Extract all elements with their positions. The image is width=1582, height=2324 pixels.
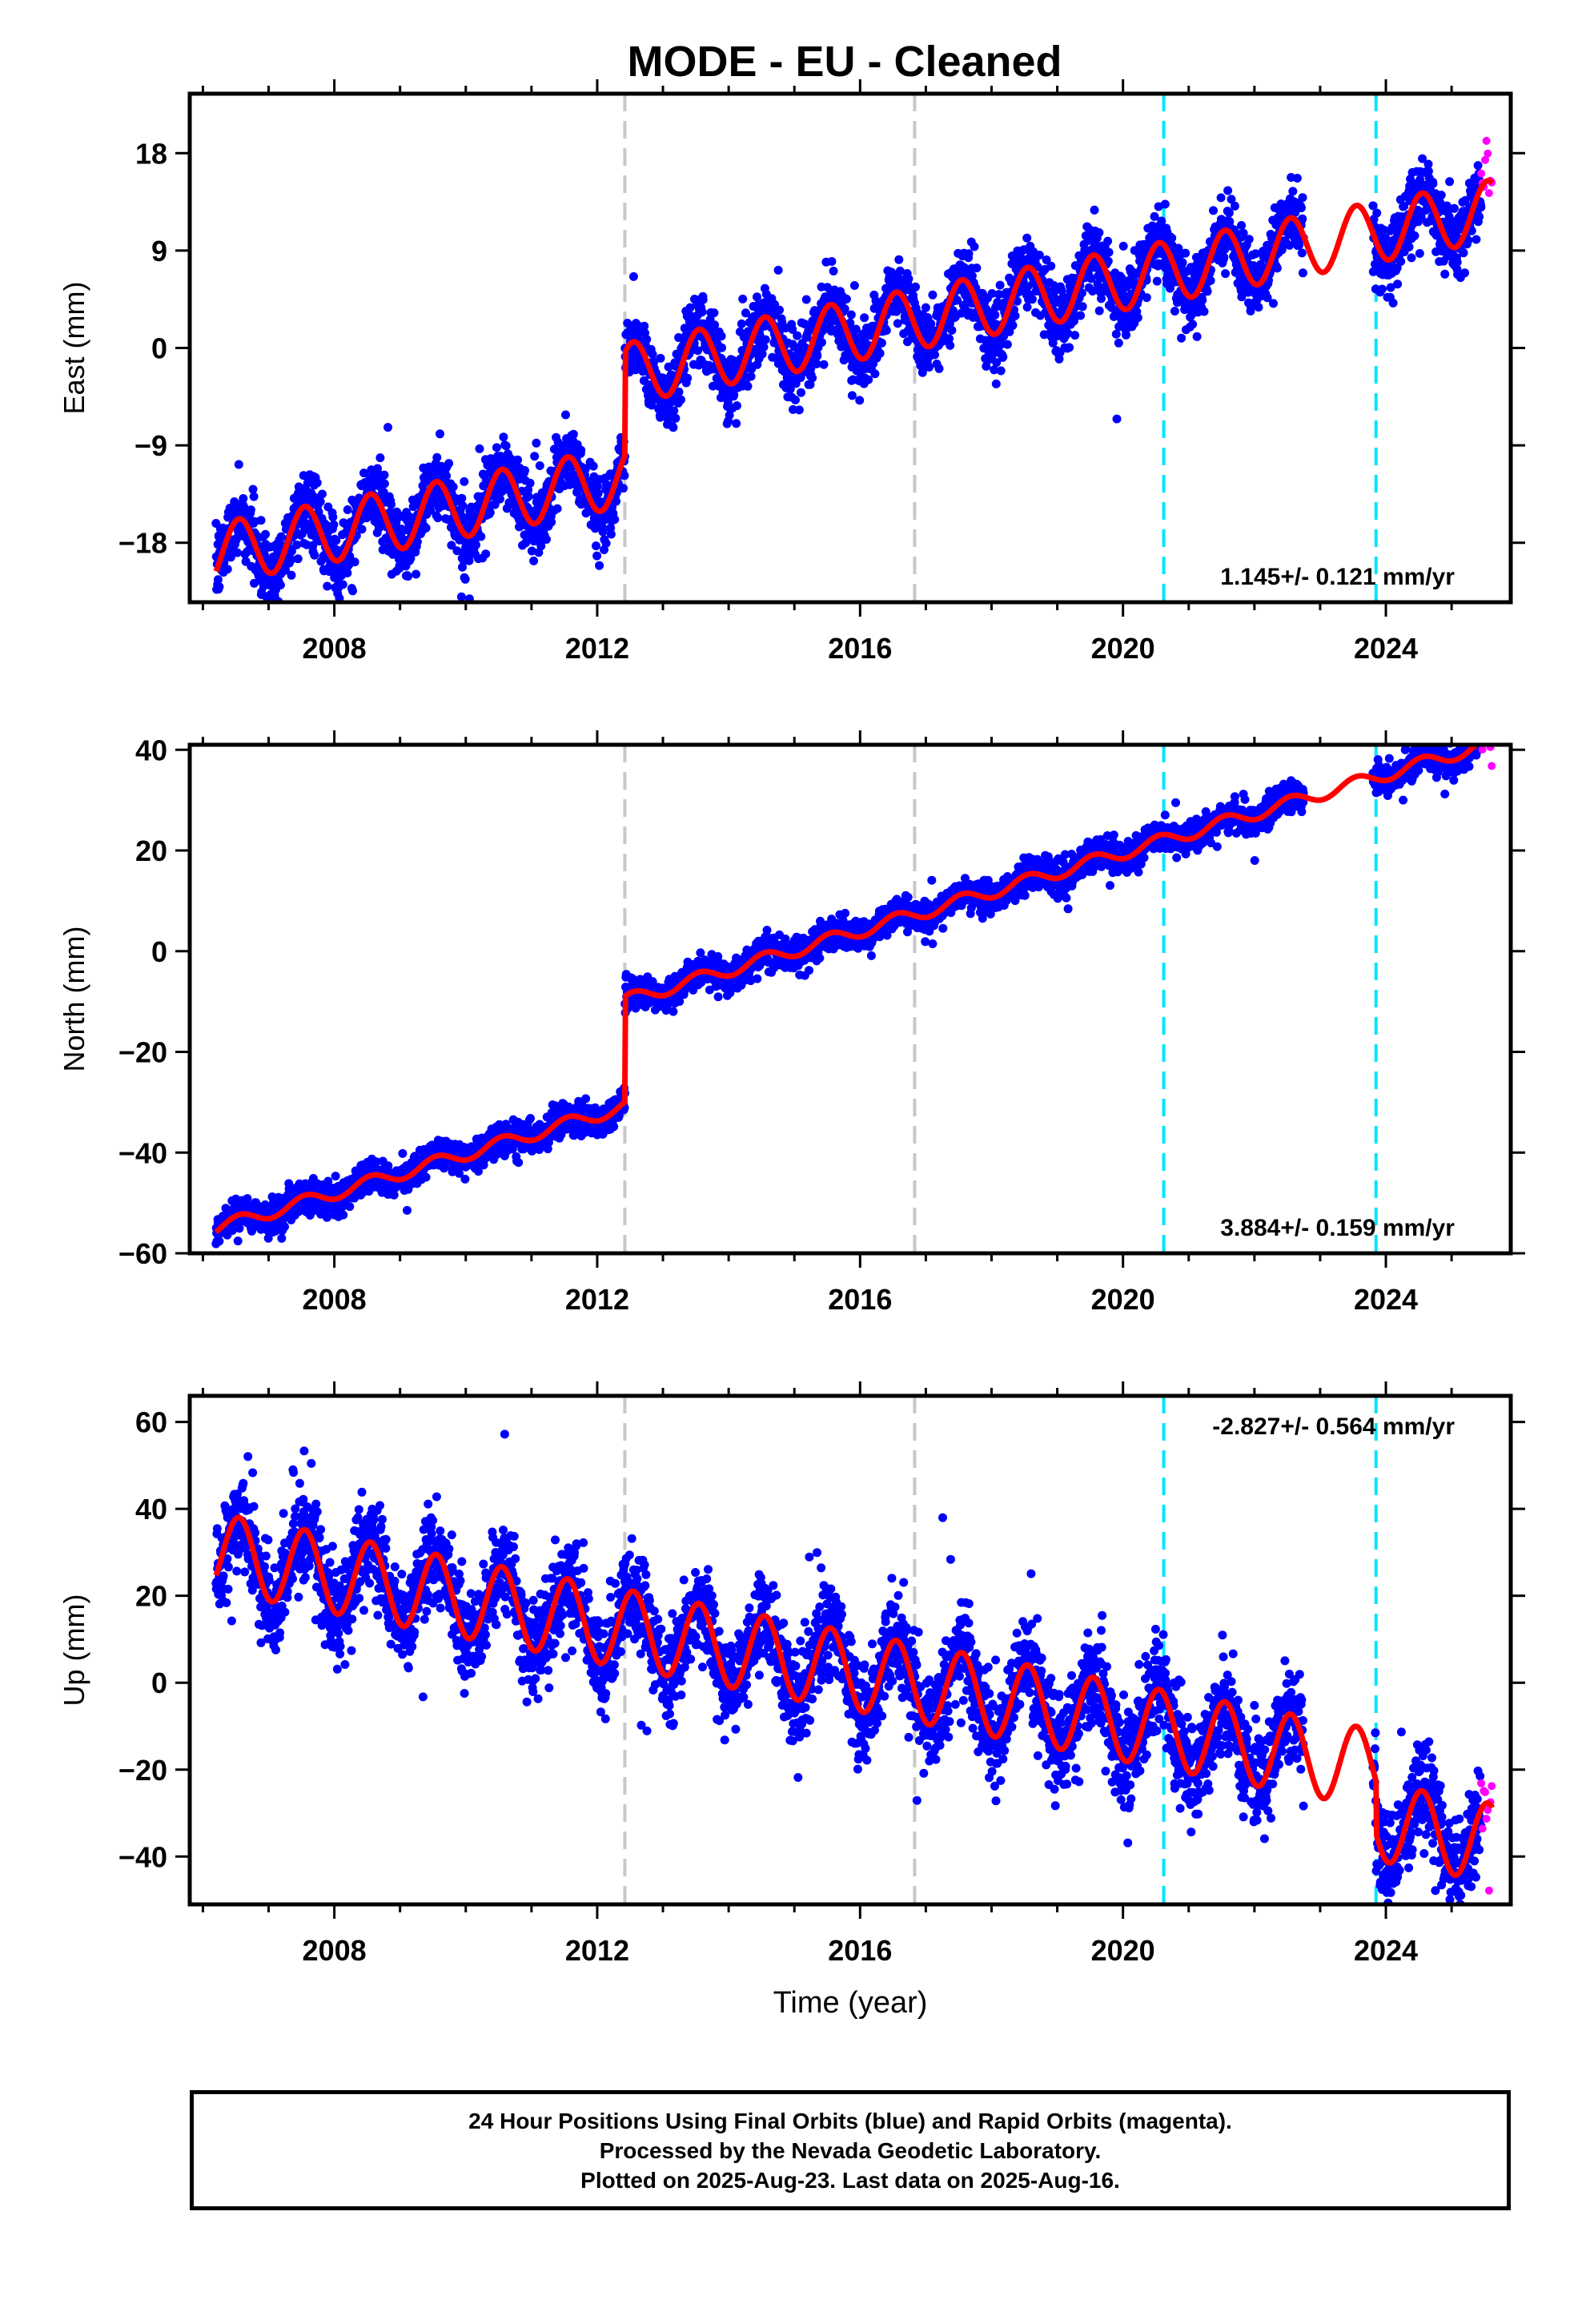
x-axis-label: Time (year) xyxy=(773,1986,928,2020)
model-curve-up xyxy=(213,1514,1496,1879)
y-tick-label: 20 xyxy=(135,1580,167,1613)
x-tick-label: 2024 xyxy=(1354,1283,1418,1316)
panel-east: 2008 2012 2016 2020 2024 18 9 0 −9 −18 East (mm) 1.… xyxy=(58,79,1525,665)
final-orbit-points-up xyxy=(211,1429,1486,1904)
x-tick-label: 2012 xyxy=(565,1934,629,1967)
panel-north: 2008 2012 2016 2020 2024 40 20 0 −20 −40 −60 North … xyxy=(58,730,1525,1316)
x-tick-label: 2008 xyxy=(303,1934,367,1967)
x-tick-label: 2016 xyxy=(828,632,892,665)
y-tick-label: −20 xyxy=(118,1754,167,1787)
model-curve-east xyxy=(213,178,1495,577)
footer-notes: 24 Hour Positions Using Final Orbits (bl… xyxy=(190,2090,1511,2210)
x-tick-label: 2016 xyxy=(828,1283,892,1316)
y-tick-label: −18 xyxy=(118,527,167,560)
x-tick-label: 2020 xyxy=(1091,1283,1155,1316)
plot-area-up xyxy=(211,1396,1496,1904)
footer-line-3: Plotted on 2025-Aug-23. Last data on 202… xyxy=(580,2167,1120,2193)
y-tick-label: 0 xyxy=(151,332,167,365)
velocity-label-up: -2.827+/- 0.564 mm/yr xyxy=(1212,1413,1455,1440)
footer-line-2: Processed by the Nevada Geodetic Laborat… xyxy=(599,2137,1102,2163)
y-tick-label: 20 xyxy=(135,834,167,867)
y-axis-label-east: East (mm) xyxy=(58,282,90,415)
footer-line-1: 24 Hour Positions Using Final Orbits (bl… xyxy=(468,2108,1232,2133)
x-tick-label: 2020 xyxy=(1091,632,1155,665)
rapid-orbit-points-up xyxy=(1477,1779,1496,1895)
y-tick-label: 40 xyxy=(135,1493,167,1526)
final-orbit-points-north xyxy=(211,745,1485,1248)
plot-frame-up xyxy=(187,1393,1513,1907)
x-tick-label: 2012 xyxy=(565,632,629,665)
y-tick-label: 40 xyxy=(135,734,167,766)
y-tick-label: 18 xyxy=(135,137,167,170)
chart-title: MODE - EU - Cleaned xyxy=(627,38,1062,86)
y-tick-label: 0 xyxy=(151,1667,167,1699)
x-tick-label: 2020 xyxy=(1091,1934,1155,1967)
velocity-label-east: 1.145+/- 0.121 mm/yr xyxy=(1220,564,1455,590)
y-tick-label: 9 xyxy=(151,235,167,267)
panel-up: 2008 2012 2016 2020 2024 60 40 20 0 −20 −40 Up (mm)… xyxy=(58,1381,1525,2020)
y-tick-label: −9 xyxy=(135,429,167,462)
x-tick-label: 2008 xyxy=(303,632,367,665)
y-tick-label: −40 xyxy=(118,1136,167,1169)
y-tick-label: −20 xyxy=(118,1036,167,1069)
y-tick-label: 0 xyxy=(151,935,167,968)
y-tick-label: −60 xyxy=(118,1237,167,1270)
x-tick-label: 2024 xyxy=(1354,632,1418,665)
x-tick-label: 2008 xyxy=(303,1283,367,1316)
model-curve-north xyxy=(214,745,1480,1235)
plot-area-north xyxy=(211,745,1496,1253)
plot-frame-north xyxy=(187,742,1513,1256)
y-tick-label: −40 xyxy=(118,1840,167,1873)
x-tick-label: 2012 xyxy=(565,1283,629,1316)
x-tick-label: 2016 xyxy=(828,1934,892,1967)
y-tick-label: 60 xyxy=(135,1406,167,1439)
y-axis-label-north: North (mm) xyxy=(58,927,90,1072)
x-tick-label: 2024 xyxy=(1354,1934,1418,1967)
velocity-label-north: 3.884+/- 0.159 mm/yr xyxy=(1220,1215,1455,1241)
plot-area-east xyxy=(211,94,1496,602)
rapid-orbit-points-north xyxy=(1478,745,1496,770)
y-axis-label-up: Up (mm) xyxy=(58,1594,90,1707)
